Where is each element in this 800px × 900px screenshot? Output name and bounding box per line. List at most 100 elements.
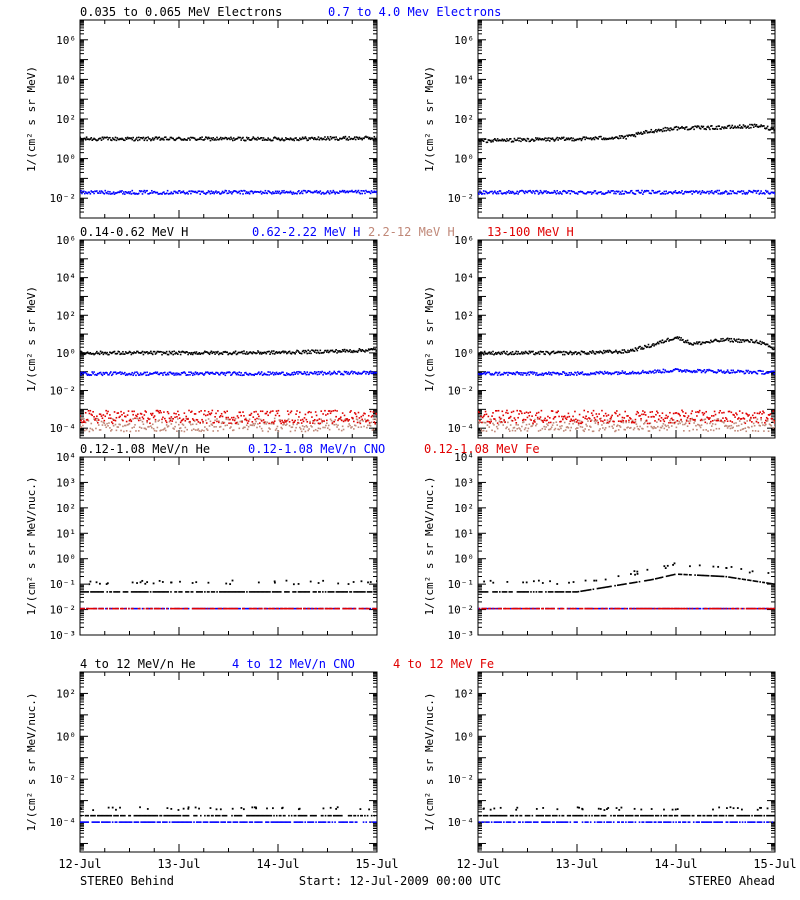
data-point bbox=[164, 136, 167, 138]
data-point bbox=[513, 137, 516, 140]
data-point bbox=[579, 422, 582, 425]
data-point bbox=[554, 191, 557, 194]
data-point bbox=[228, 137, 230, 140]
data-point bbox=[157, 137, 160, 139]
data-point bbox=[327, 191, 330, 194]
data-point bbox=[678, 336, 681, 339]
data-point bbox=[233, 139, 236, 141]
data-point bbox=[672, 419, 675, 421]
data-point bbox=[234, 422, 237, 425]
data-point bbox=[141, 193, 144, 195]
data-point bbox=[87, 409, 90, 412]
data-point bbox=[252, 373, 255, 376]
data-point bbox=[717, 125, 720, 127]
data-point bbox=[662, 418, 665, 421]
data-point bbox=[506, 371, 508, 374]
data-point bbox=[613, 423, 615, 426]
data-point bbox=[312, 349, 314, 352]
data-point bbox=[592, 191, 595, 194]
data-point bbox=[557, 428, 559, 431]
data-point bbox=[354, 189, 357, 192]
data-point bbox=[226, 424, 229, 427]
data-point bbox=[348, 423, 350, 425]
data-point bbox=[290, 410, 293, 413]
data-point bbox=[81, 192, 83, 195]
data-point bbox=[701, 370, 704, 372]
data-point bbox=[698, 369, 701, 371]
data-point bbox=[277, 373, 280, 376]
data-point bbox=[498, 416, 501, 419]
data-point bbox=[245, 139, 247, 142]
data-point bbox=[756, 418, 759, 421]
data-point bbox=[326, 138, 328, 140]
data-point bbox=[606, 349, 609, 352]
data-point bbox=[713, 128, 716, 130]
data-point bbox=[366, 420, 368, 422]
data-point bbox=[345, 418, 348, 420]
data-point bbox=[582, 373, 585, 376]
data-point bbox=[509, 190, 512, 193]
data-point bbox=[716, 189, 719, 192]
data-point bbox=[771, 347, 774, 350]
data-point bbox=[594, 353, 597, 355]
data-point bbox=[170, 191, 173, 194]
data-point bbox=[571, 139, 573, 142]
data-point bbox=[190, 192, 192, 195]
data-point bbox=[738, 191, 741, 193]
data-point bbox=[555, 137, 558, 140]
data-point bbox=[502, 192, 505, 195]
data-point bbox=[575, 428, 577, 430]
data-point bbox=[260, 371, 263, 373]
data-point bbox=[629, 426, 632, 429]
data-point bbox=[181, 138, 184, 141]
data-point bbox=[753, 190, 756, 192]
data-point bbox=[322, 352, 324, 354]
data-point bbox=[118, 416, 121, 419]
data-point bbox=[521, 372, 523, 374]
data-point bbox=[660, 129, 663, 131]
data-point bbox=[522, 191, 525, 193]
data-point bbox=[568, 415, 571, 418]
data-point bbox=[320, 418, 323, 421]
data-point bbox=[209, 351, 212, 354]
data-point bbox=[570, 371, 573, 374]
data-point bbox=[735, 126, 737, 129]
data-point bbox=[157, 410, 160, 413]
data-point bbox=[508, 192, 511, 195]
data-point bbox=[556, 136, 559, 139]
data-point bbox=[248, 418, 251, 421]
data-point bbox=[240, 420, 242, 423]
data-point bbox=[147, 352, 149, 355]
data-point bbox=[591, 350, 594, 352]
data-point bbox=[737, 338, 740, 341]
data-point bbox=[160, 429, 162, 432]
data-point bbox=[239, 420, 242, 423]
data-point bbox=[230, 426, 232, 428]
data-point bbox=[525, 191, 528, 193]
data-point bbox=[257, 190, 259, 193]
data-point bbox=[556, 189, 559, 192]
data-point bbox=[95, 190, 97, 193]
data-point bbox=[626, 351, 628, 354]
data-point bbox=[174, 372, 176, 375]
data-point bbox=[168, 371, 171, 374]
data-point bbox=[366, 426, 368, 429]
data-point bbox=[478, 192, 479, 194]
data-point bbox=[710, 125, 713, 127]
data-point bbox=[629, 350, 631, 352]
data-point bbox=[516, 427, 519, 430]
data-point bbox=[126, 374, 129, 376]
data-point bbox=[331, 349, 334, 352]
data-point bbox=[729, 340, 732, 343]
data-point bbox=[286, 352, 289, 354]
data-point bbox=[349, 372, 351, 375]
data-point bbox=[645, 372, 648, 374]
data-point bbox=[152, 191, 155, 193]
data-point bbox=[670, 370, 673, 373]
data-point bbox=[123, 353, 125, 355]
data-point bbox=[764, 343, 767, 346]
data-point bbox=[298, 351, 300, 353]
data-point bbox=[584, 138, 586, 141]
data-points bbox=[478, 336, 775, 433]
data-point bbox=[683, 191, 686, 193]
